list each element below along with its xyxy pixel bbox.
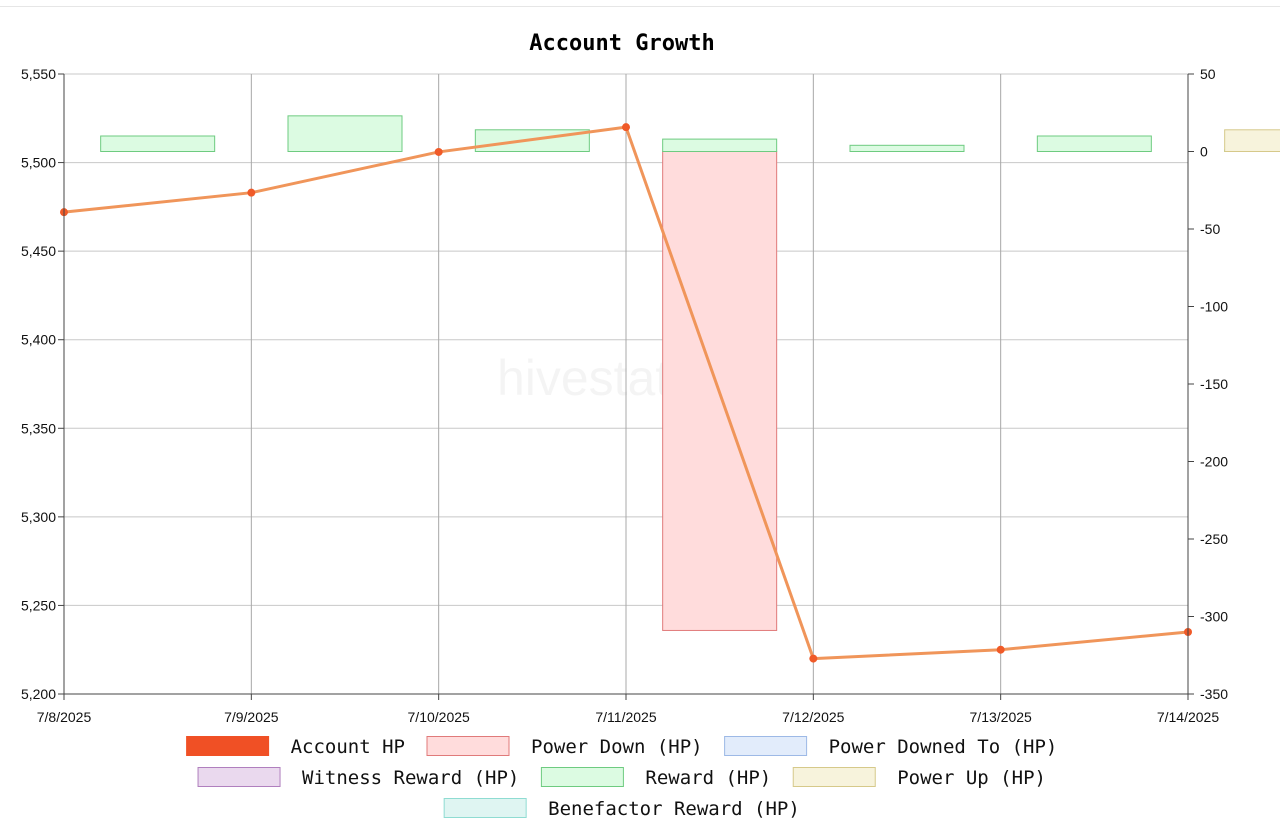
chart-legend: Account HP Power Down (HP) Power Downed To…: [186, 736, 1058, 820]
x-tick-label: 7/14/2025: [1157, 709, 1219, 725]
y-right-tick-label: 0: [1200, 144, 1208, 160]
x-tick-label: 7/12/2025: [782, 709, 844, 725]
x-tick-label: 7/9/2025: [224, 709, 279, 725]
y-left-tick-label: 5,250: [21, 597, 56, 613]
y-right-tick-label: 50: [1200, 66, 1216, 82]
top-divider: [0, 6, 1280, 7]
legend-label-3: Witness Reward (HP): [302, 767, 519, 789]
bar-series4-5: [1036, 135, 1152, 152]
bar-series4-1: [287, 115, 403, 152]
axes: 5,200 5,250 5,300 5,350 5,400 5,450 5,500 5,550…: [21, 66, 1228, 725]
y-right-tick-label: -50: [1200, 221, 1220, 237]
legend-swatch-5: [792, 767, 876, 787]
y-left-tick-label: 5,200: [21, 686, 56, 702]
x-tick-label: 7/13/2025: [970, 709, 1032, 725]
legend-label-0: Account HP: [291, 736, 405, 758]
bar-series4-0: [100, 135, 216, 152]
legend-swatch-6: [443, 798, 527, 818]
bar-series4-3: [662, 138, 778, 153]
legend-label-4: Reward (HP): [645, 767, 771, 789]
bar-series5-6: [1224, 129, 1280, 153]
legend-label-6: Benefactor Reward (HP): [548, 798, 800, 820]
x-tick-label: 7/11/2025: [595, 709, 656, 725]
legend-label-1: Power Down (HP): [531, 736, 703, 758]
legend-swatch-1: [426, 736, 510, 756]
account-hp-point: [996, 645, 1005, 654]
y-right-tick-label: -100: [1200, 299, 1228, 315]
chart-grid: [63, 73, 1189, 695]
legend-label-2: Power Downed To (HP): [829, 736, 1058, 758]
bar-layer: [100, 115, 1280, 631]
y-left-tick-label: 5,350: [21, 420, 56, 436]
y-left-tick-label: 5,500: [21, 155, 56, 171]
y-right-tick-label: -350: [1200, 686, 1228, 702]
x-tick-label: 7/10/2025: [408, 709, 470, 725]
y-right-tick-label: -300: [1200, 609, 1228, 625]
account-hp-point: [622, 123, 630, 132]
y-left-tick-label: 5,400: [21, 332, 56, 348]
x-tick-label: 7/8/2025: [37, 709, 92, 725]
y-right-tick-label: -200: [1200, 454, 1228, 470]
y-right-tick-label: -150: [1200, 376, 1228, 392]
account-hp-point: [434, 147, 443, 156]
line-layer: [60, 123, 1192, 663]
account-hp-point: [809, 654, 818, 663]
legend-swatch-4: [540, 767, 624, 787]
y-left-tick-label: 5,550: [21, 66, 56, 82]
legend-label-5: Power Up (HP): [897, 767, 1046, 789]
bar-series4-4: [849, 144, 965, 153]
chart-title: Account Growth: [529, 31, 714, 56]
legend-swatch-3: [197, 767, 281, 787]
account-hp-point: [247, 188, 256, 197]
y-right-tick-label: -250: [1200, 531, 1228, 547]
y-left-tick-label: 5,450: [21, 243, 56, 259]
legend-swatch-0: [186, 736, 270, 756]
y-left-tick-label: 5,300: [21, 509, 56, 525]
legend-swatch-2: [724, 736, 808, 756]
